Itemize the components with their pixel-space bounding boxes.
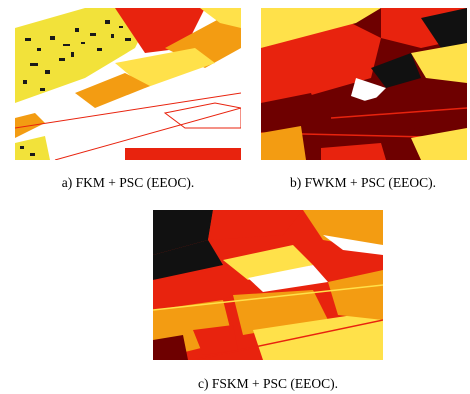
segmentation-image-c — [153, 210, 383, 360]
caption-b: b) FWKM + PSC (EEOC). — [290, 175, 436, 190]
segmentation-image-b — [261, 8, 467, 160]
caption-a: a) FKM + PSC (EEOC). — [61, 175, 195, 190]
caption-c: c) FSKM + PSC (EEOC). — [197, 376, 338, 391]
segmentation-image-a — [15, 8, 241, 160]
